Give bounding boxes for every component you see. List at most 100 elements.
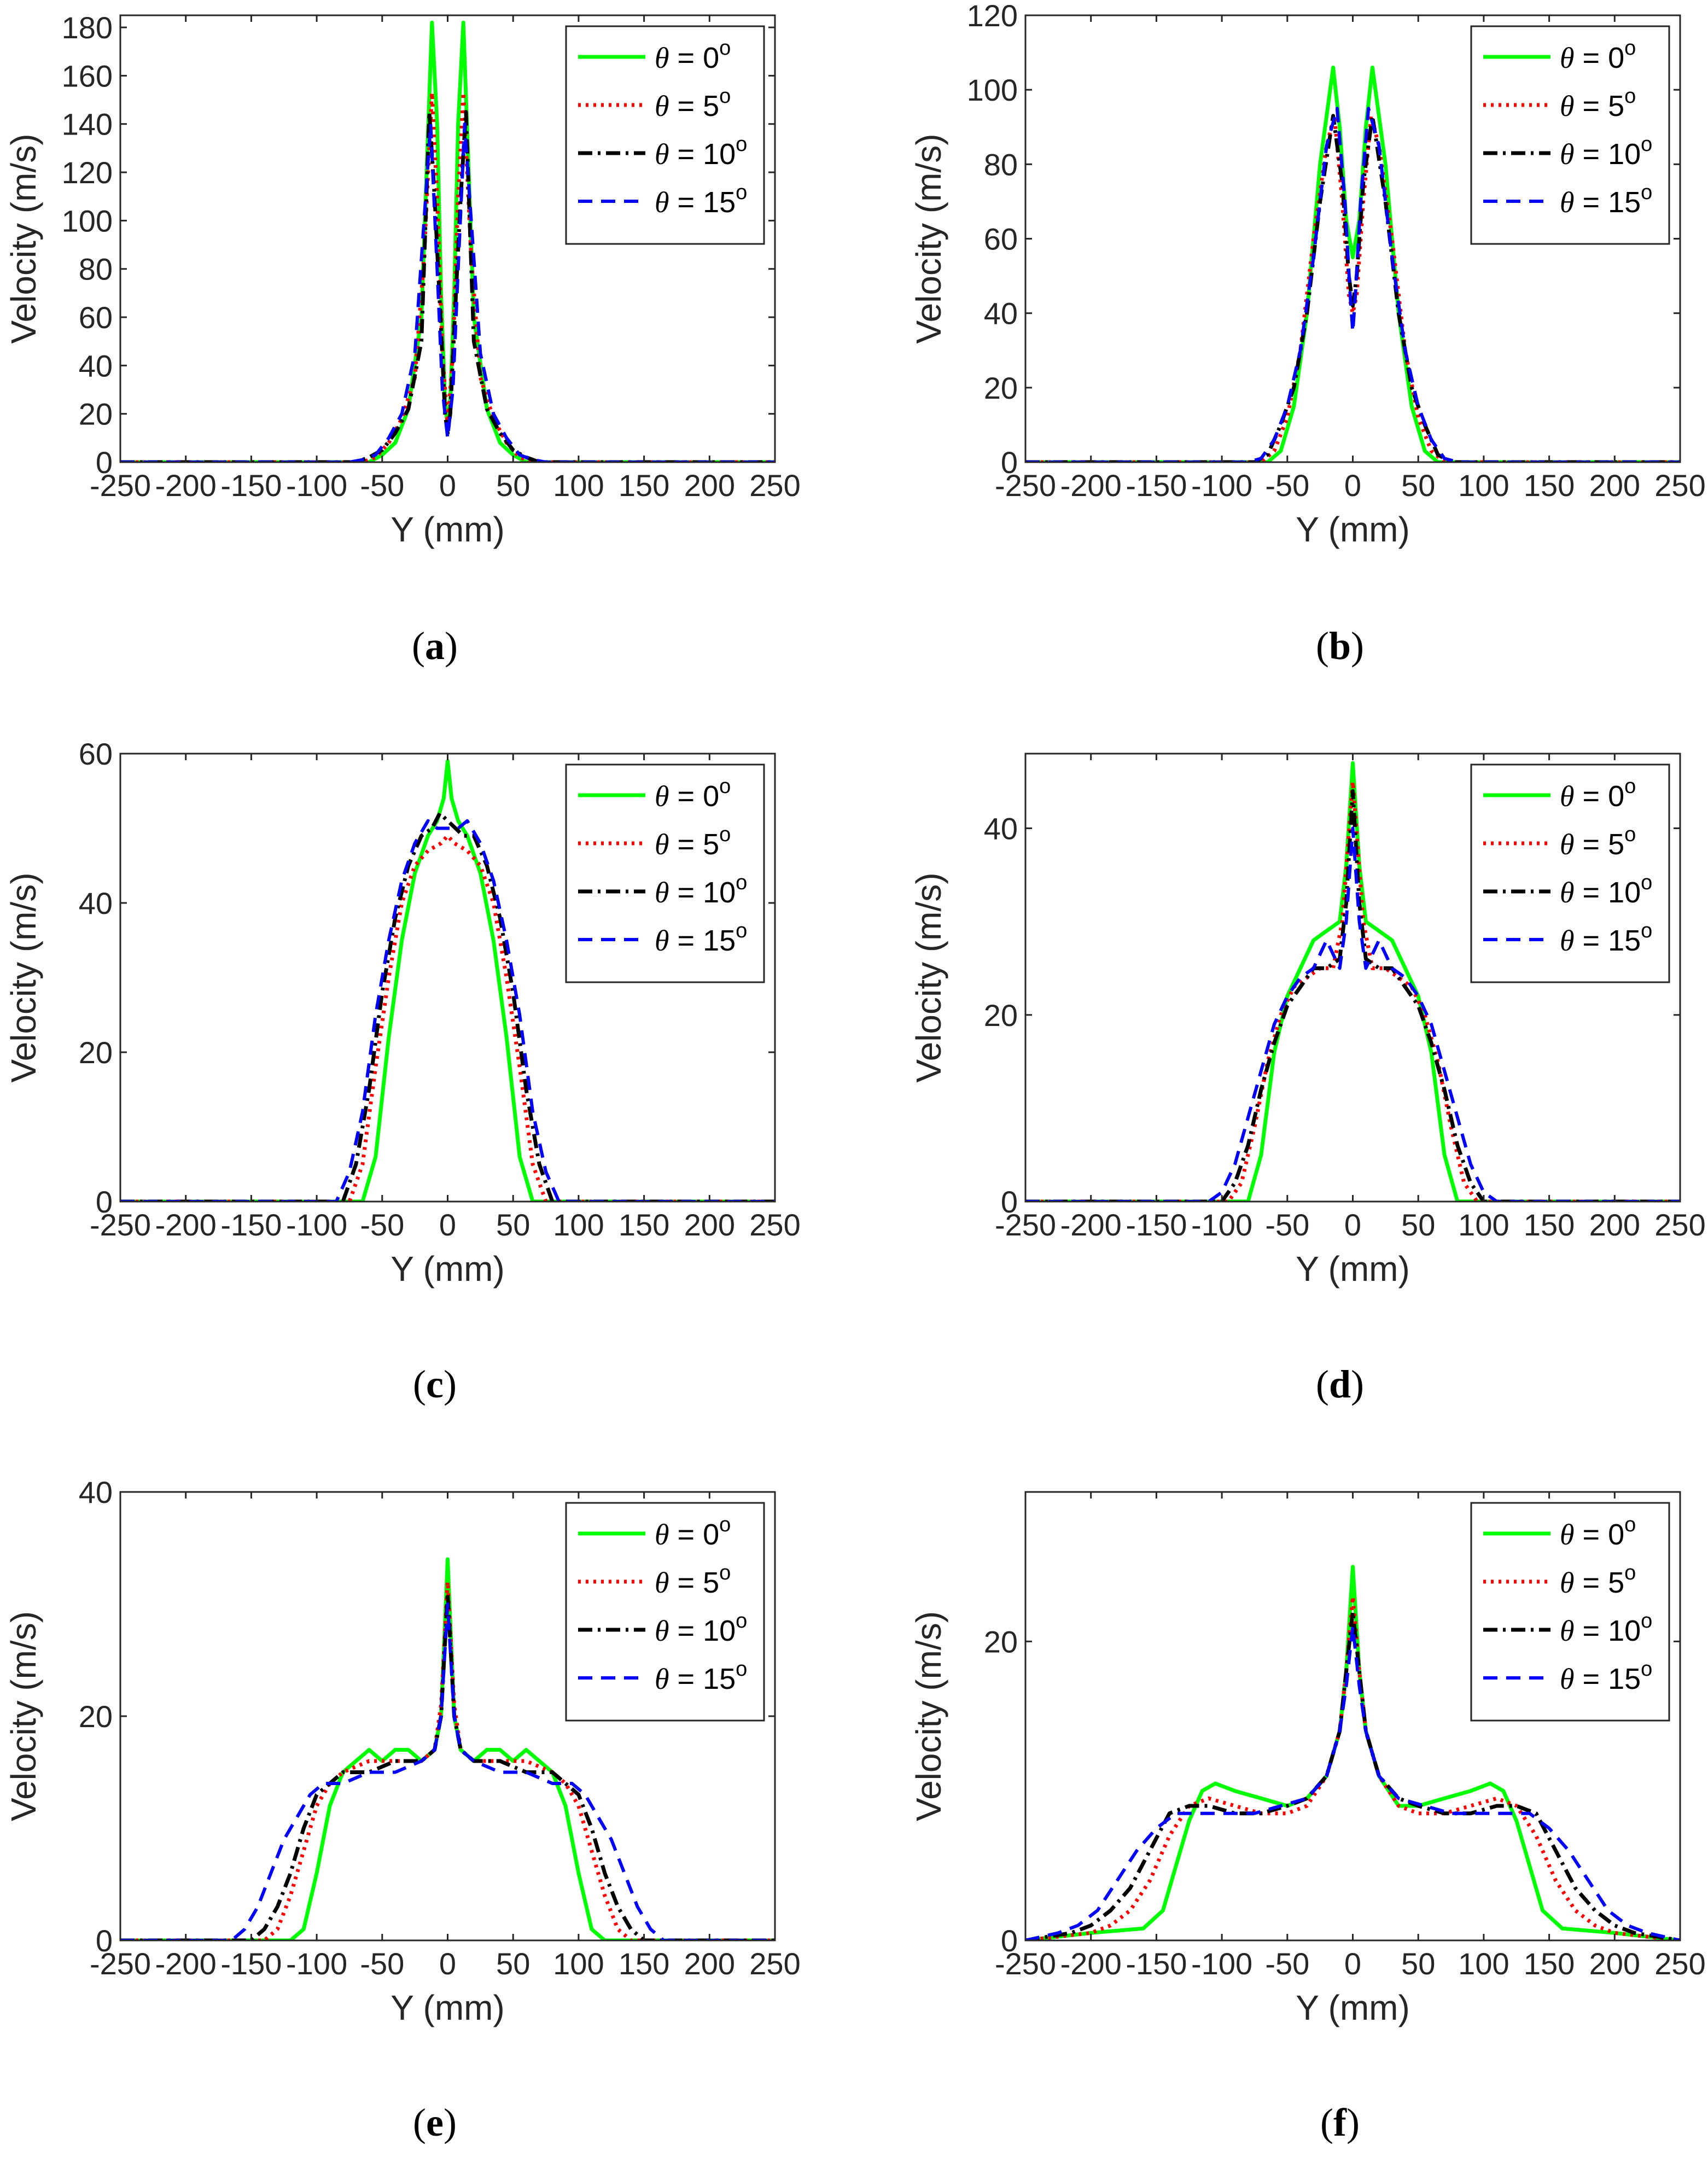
x-tick-label: 100 (1458, 1946, 1509, 1981)
legend-label: θ = 0o (655, 1513, 731, 1551)
x-tick-label: -250 (90, 1946, 151, 1981)
legend-value: = 0 (1575, 42, 1625, 74)
panel-caption: (e) (413, 2101, 457, 2144)
x-tick-label: 0 (439, 468, 456, 503)
x-tick-label: 150 (1524, 468, 1575, 503)
legend-label: θ = 0o (655, 37, 731, 74)
legend-box (1470, 763, 1670, 983)
x-tick-label: 200 (1589, 1208, 1640, 1242)
series-line-theta-15 (1025, 826, 1680, 1202)
y-tick-label: 20 (79, 1035, 113, 1070)
legend-degree: o (736, 181, 747, 204)
x-tick-label: -150 (1126, 1208, 1187, 1242)
series-line-theta-15 (120, 819, 775, 1202)
series-line-theta-0 (1025, 1565, 1680, 1940)
y-tick-label: 0 (1001, 1923, 1018, 1958)
legend-label: θ = 0o (655, 775, 731, 813)
y-tick-label: 140 (62, 107, 113, 142)
legend-value: = 0 (669, 42, 720, 74)
series-line-theta-10 (120, 1591, 775, 1940)
x-tick-label: 0 (439, 1946, 456, 1981)
legend-theta-symbol: θ (655, 924, 669, 957)
legend-box (565, 763, 765, 983)
x-tick-label: 250 (749, 468, 800, 503)
series-line-theta-15 (120, 122, 775, 462)
y-axis-label: Velocity (m/s) (909, 133, 948, 343)
series-line-theta-15 (120, 1602, 775, 1940)
x-tick-label: 0 (439, 1208, 456, 1242)
legend-value: = 5 (1575, 1566, 1625, 1599)
y-axis-label: Velocity (m/s) (4, 133, 43, 343)
legend-label: θ = 15o (655, 1658, 747, 1695)
x-tick-label: 50 (1401, 468, 1435, 503)
legend-theta-symbol: θ (1560, 42, 1575, 74)
legend-degree: o (1624, 1561, 1636, 1584)
y-tick-label: 100 (62, 203, 113, 238)
x-tick-label: 200 (684, 1946, 735, 1981)
legend-label: θ = 15o (1560, 919, 1652, 957)
y-axis-label: Velocity (m/s) (909, 1611, 948, 1821)
x-tick-label: 150 (619, 1208, 669, 1242)
legend-label: θ = 0o (1560, 775, 1636, 813)
x-tick-label: -200 (1060, 1946, 1122, 1981)
series-line-theta-0 (1025, 65, 1680, 462)
x-axis-label: Y (mm) (1296, 510, 1410, 549)
legend-box (1470, 1502, 1670, 1722)
legend-degree: o (719, 823, 731, 846)
legend-theta-symbol: θ (655, 42, 669, 74)
panel-caption: (b) (1316, 624, 1364, 668)
y-tick-label: 40 (984, 296, 1018, 331)
legend-label: θ = 10o (1560, 133, 1652, 171)
x-tick-label: 250 (1654, 1208, 1705, 1242)
x-tick-label: -100 (1191, 1208, 1252, 1242)
y-tick-label: 40 (79, 348, 113, 383)
x-tick-label: 100 (1458, 1208, 1509, 1242)
x-tick-label: -100 (1191, 468, 1252, 503)
legend-label: θ = 5o (655, 823, 731, 861)
legend-value: = 0 (669, 1518, 720, 1551)
legend-theta-symbol: θ (1560, 1566, 1575, 1599)
x-tick-label: 50 (1401, 1946, 1435, 1981)
y-tick-label: 20 (984, 371, 1018, 405)
legend-label: θ = 10o (1560, 1610, 1652, 1647)
legend-theta-symbol: θ (1560, 90, 1575, 123)
y-tick-label: 100 (967, 73, 1018, 107)
legend-label: θ = 15o (655, 181, 747, 219)
x-axis-label: Y (mm) (1296, 1988, 1410, 2027)
panel-caption: (c) (413, 1362, 457, 1406)
chart-panel-d: -250 -200 -150 -100 -50 0 50 100 150 200 250 0 20 40 Y… (909, 753, 1706, 1406)
legend-degree: o (719, 1513, 731, 1536)
panel-caption: (f) (1320, 2101, 1360, 2144)
x-tick-label: 100 (1458, 468, 1509, 503)
legend-value: = 15 (669, 1663, 736, 1695)
x-tick-label: 150 (1524, 1946, 1575, 1981)
legend-theta-symbol: θ (1560, 138, 1575, 171)
y-tick-label: 40 (79, 886, 113, 920)
legend-degree: o (736, 1610, 747, 1633)
x-tick-label: 100 (553, 1208, 604, 1242)
legend-label: θ = 5o (655, 85, 731, 123)
x-tick-label: -250 (90, 468, 151, 503)
legend-label: θ = 10o (655, 871, 747, 909)
legend-degree: o (719, 37, 731, 60)
chart-panel-a: -250 -200 -150 -100 -50 0 50 100 150 200 250 0 20 40 6… (4, 10, 801, 668)
legend-degree: o (1624, 85, 1636, 108)
x-tick-label: -50 (360, 1208, 404, 1242)
legend-label: θ = 5o (1560, 1561, 1636, 1599)
y-tick-label: 20 (79, 397, 113, 432)
x-tick-label: -250 (995, 1946, 1056, 1981)
series-line-theta-5 (120, 1579, 775, 1940)
legend-label: θ = 5o (1560, 85, 1636, 123)
y-tick-label: 120 (62, 155, 113, 190)
legend-theta-symbol: θ (655, 186, 669, 219)
x-tick-label: 0 (1344, 468, 1361, 503)
x-tick-label: 100 (553, 468, 604, 503)
legend-theta-symbol: θ (655, 1663, 669, 1695)
x-tick-label: 50 (496, 468, 530, 503)
legend-degree: o (1624, 775, 1636, 798)
legend-theta-symbol: θ (1560, 828, 1575, 861)
legend-value: = 10 (669, 876, 736, 909)
